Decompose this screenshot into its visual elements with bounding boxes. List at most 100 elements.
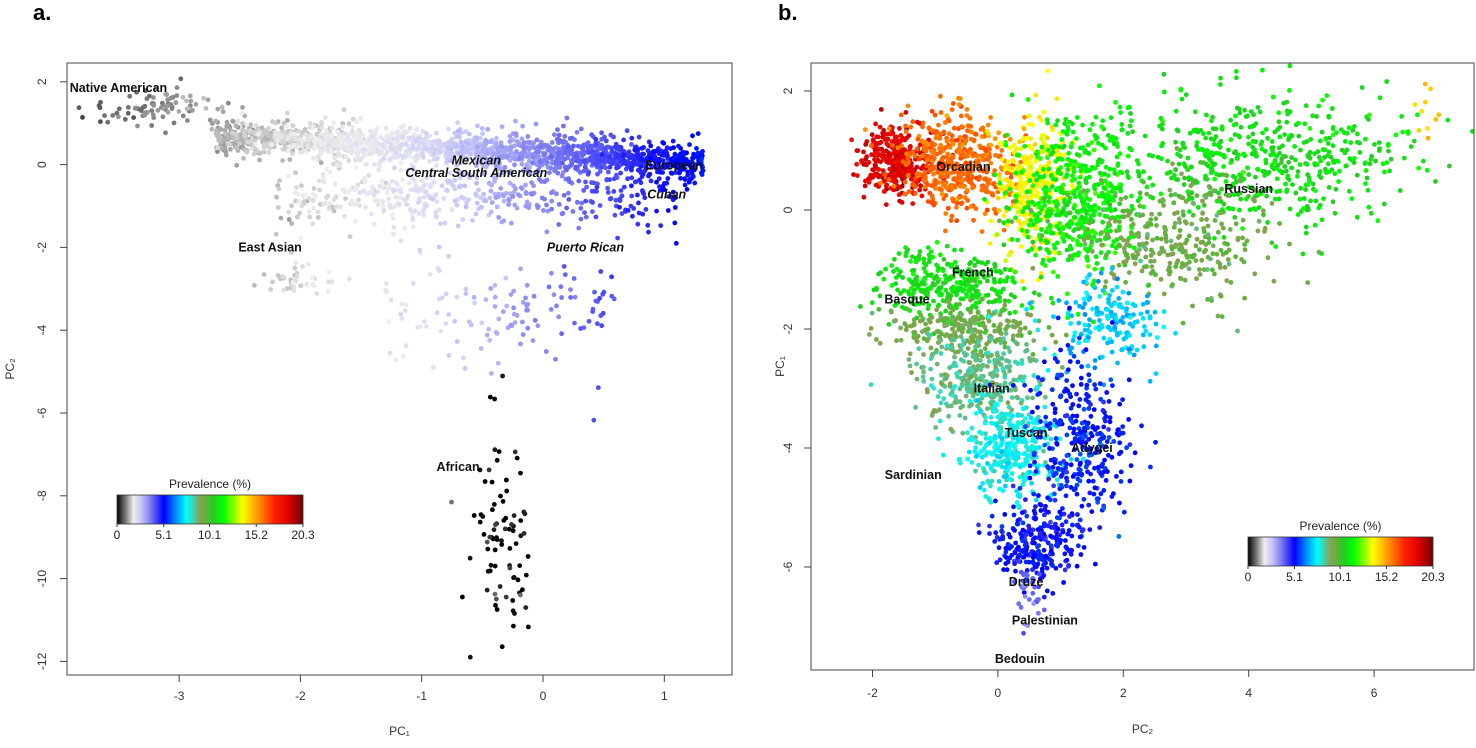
data-point	[984, 169, 989, 175]
data-point	[968, 204, 974, 209]
data-point	[1092, 266, 1098, 272]
data-point	[1121, 246, 1127, 251]
data-point	[1108, 228, 1113, 234]
data-point	[487, 337, 493, 343]
data-point	[400, 134, 406, 140]
data-point	[291, 142, 297, 148]
data-point	[420, 152, 426, 157]
data-point	[1009, 166, 1015, 171]
data-point	[1179, 245, 1185, 251]
data-point	[1197, 272, 1203, 277]
data-point	[1346, 125, 1352, 131]
data-point	[261, 272, 267, 277]
data-point	[1130, 221, 1136, 227]
data-point	[485, 126, 491, 132]
data-point	[1085, 263, 1091, 269]
data-point	[1076, 226, 1082, 232]
data-point	[593, 136, 599, 142]
data-point	[331, 120, 337, 126]
data-point	[988, 218, 994, 224]
data-point	[1205, 297, 1210, 302]
data-point	[448, 140, 454, 146]
data-point	[1206, 240, 1212, 246]
data-point	[580, 152, 586, 158]
data-point	[1194, 236, 1200, 242]
data-point	[323, 127, 329, 133]
data-point	[1324, 93, 1330, 98]
data-point	[582, 159, 587, 164]
data-point	[497, 160, 502, 165]
data-point	[358, 116, 364, 121]
data-point	[284, 110, 290, 116]
data-point	[1116, 262, 1122, 268]
data-point	[580, 145, 586, 151]
data-point	[1180, 209, 1186, 215]
data-point	[398, 195, 403, 201]
data-point	[543, 349, 549, 354]
data-point	[487, 394, 493, 400]
data-point	[1149, 247, 1154, 253]
data-point	[1300, 206, 1306, 211]
data-point	[1124, 169, 1130, 175]
data-point	[1026, 113, 1032, 119]
data-point	[905, 156, 911, 161]
data-point	[523, 572, 529, 578]
data-point	[290, 151, 295, 156]
data-point	[562, 272, 568, 277]
data-point	[511, 305, 516, 311]
data-point	[1108, 183, 1114, 189]
data-point	[690, 133, 695, 139]
data-point	[1104, 252, 1109, 258]
data-point	[1349, 196, 1355, 202]
data-point	[890, 143, 895, 149]
data-point	[289, 250, 294, 255]
data-point	[899, 143, 904, 149]
data-point	[566, 190, 571, 196]
data-point	[1076, 250, 1081, 256]
data-point	[171, 120, 177, 126]
data-point	[1235, 237, 1241, 243]
data-point	[351, 202, 356, 207]
data-point	[1036, 204, 1042, 210]
data-point	[646, 139, 652, 145]
data-point	[447, 178, 453, 184]
data-point	[597, 203, 603, 208]
data-point	[433, 214, 439, 220]
data-point	[436, 244, 442, 250]
data-point	[1117, 243, 1123, 249]
data-point	[582, 210, 587, 216]
data-point	[959, 124, 964, 130]
data-point	[1368, 210, 1374, 216]
data-point	[1022, 143, 1028, 149]
data-point	[640, 211, 646, 217]
data-point	[388, 297, 394, 303]
data-point	[643, 207, 649, 212]
data-point	[1233, 179, 1239, 185]
data-point	[280, 274, 285, 279]
data-point	[269, 142, 275, 148]
data-point	[1206, 155, 1212, 161]
data-point	[1074, 115, 1080, 120]
data-point	[1411, 138, 1417, 144]
data-point	[918, 183, 924, 189]
data-point	[500, 170, 506, 176]
data-point	[1071, 205, 1077, 211]
data-point	[434, 310, 440, 316]
data-point	[966, 179, 972, 185]
data-point	[226, 142, 232, 147]
data-point	[184, 98, 189, 104]
data-point	[851, 172, 856, 178]
data-point	[996, 130, 1002, 136]
data-point	[997, 153, 1003, 159]
data-point	[1047, 223, 1053, 228]
data-point	[572, 320, 577, 326]
data-point	[1279, 160, 1284, 165]
data-point	[311, 124, 316, 130]
data-point	[1287, 109, 1293, 114]
data-point	[895, 145, 901, 151]
data-point	[1047, 208, 1053, 214]
data-point	[611, 134, 616, 140]
data-point	[1125, 208, 1130, 214]
data-point	[1350, 127, 1356, 133]
